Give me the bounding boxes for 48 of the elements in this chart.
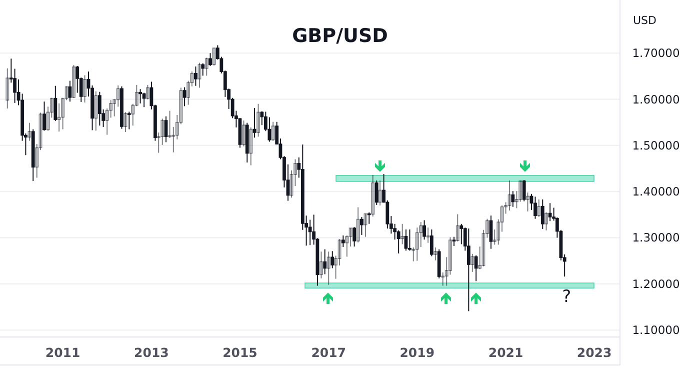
candlestick [42, 101, 46, 132]
candlestick [68, 80, 72, 102]
candlestick [534, 196, 537, 220]
candlestick [98, 91, 102, 126]
candlestick [360, 216, 364, 236]
candlestick [374, 180, 378, 206]
y-axis-title: USD [633, 14, 657, 27]
candlestick [408, 228, 412, 252]
candlestick [522, 180, 526, 202]
candlestick [466, 228, 470, 312]
candlestick [252, 108, 256, 138]
candlestick [452, 236, 456, 247]
candlestick [201, 62, 205, 76]
candlestick [548, 202, 552, 222]
candlestick [474, 254, 478, 282]
candlestick [182, 86, 186, 107]
x-tick-label: 2023 [576, 345, 612, 360]
y-tick-label: 1.10000 [632, 323, 680, 338]
candlestick [352, 226, 356, 248]
candlestick [127, 111, 131, 130]
y-tick-label: 1.70000 [632, 46, 680, 60]
y-tick-label: 1.40000 [632, 184, 680, 199]
y-tick-label: 1.20000 [632, 276, 680, 291]
candlestick [540, 198, 544, 230]
candlestick [54, 85, 58, 122]
annotation: ? [562, 287, 572, 307]
candlestick [422, 220, 426, 240]
y-tick-label: 1.60000 [632, 92, 680, 106]
candlestick [330, 250, 334, 269]
text: GBP/USD [292, 25, 388, 47]
x-tick-label: 2011 [45, 345, 80, 360]
candlestick [511, 190, 515, 208]
candlestick [194, 66, 198, 86]
candlestick [404, 228, 408, 252]
x-tick-label: 2019 [400, 345, 435, 360]
candlestick [323, 248, 327, 275]
x-tick-label: 2015 [222, 345, 258, 360]
x-tick-label: 2017 [311, 345, 346, 360]
candlestick [208, 52, 212, 67]
y-tick-label: 1.50000 [632, 138, 680, 152]
candlestick [341, 234, 345, 248]
candlestick [138, 88, 142, 104]
candlestick [430, 228, 434, 257]
candlestick [142, 92, 146, 108]
y-tick-label: 1.30000 [632, 230, 680, 245]
x-tick-label: 2021 [488, 345, 524, 360]
x-tick-label: 2013 [134, 345, 169, 360]
candlestick [367, 212, 371, 224]
